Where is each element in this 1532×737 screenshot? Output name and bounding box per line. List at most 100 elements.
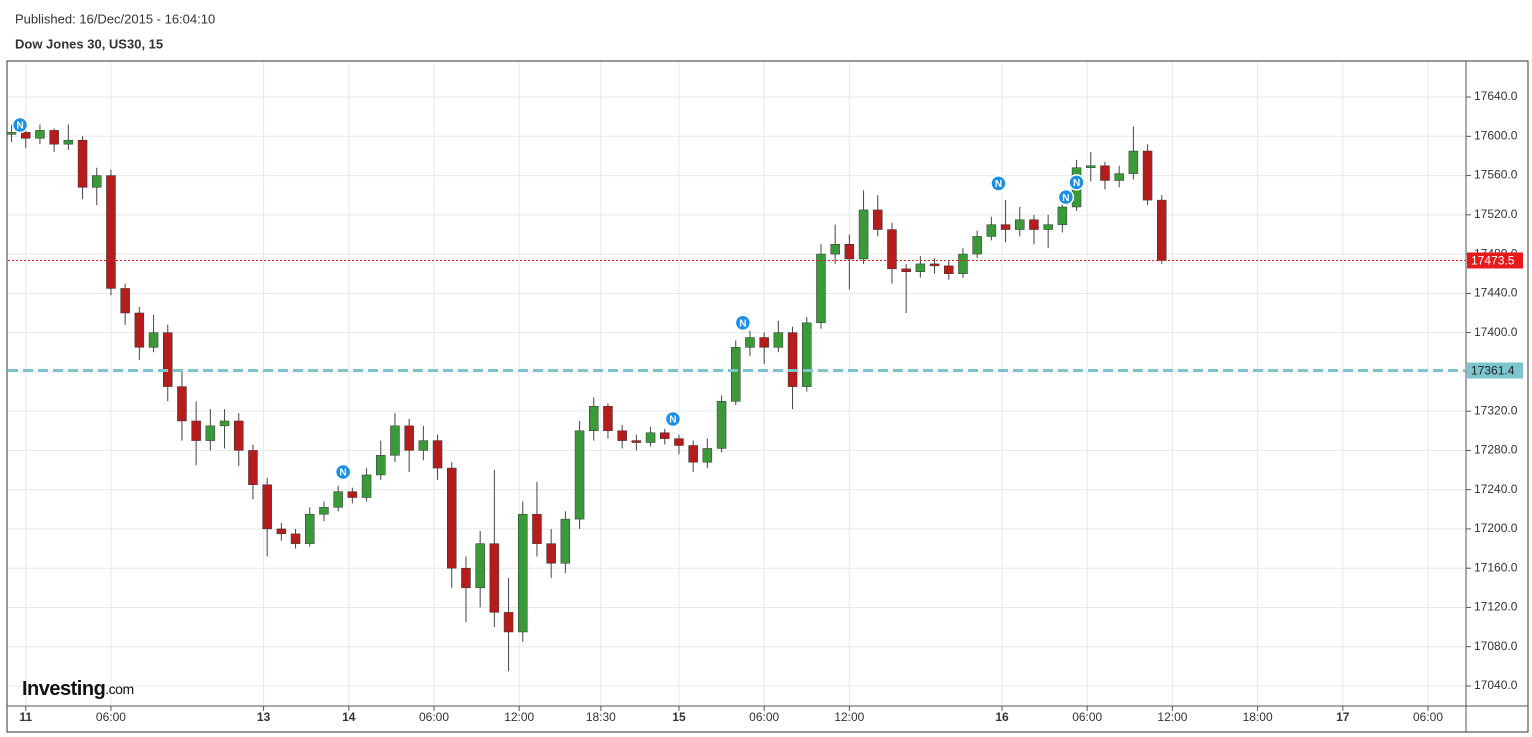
candle-body <box>1142 150 1153 201</box>
news-label: N <box>1062 193 1069 204</box>
x-tick-label: 06:00 <box>419 710 449 724</box>
news-label: N <box>1073 178 1080 189</box>
candle-body <box>191 420 201 441</box>
price-label: 17361.4 <box>1471 364 1515 378</box>
candle-body <box>461 567 471 589</box>
candle-body <box>702 448 713 463</box>
candle-body <box>1128 150 1139 174</box>
candle-body <box>106 175 116 289</box>
candle-body <box>418 440 429 451</box>
price-label-box <box>1467 362 1523 379</box>
y-tick-label: 17040.0 <box>1474 678 1518 692</box>
x-tick-label: 12:00 <box>1157 710 1187 724</box>
candle-body <box>134 312 145 348</box>
news-marker <box>11 116 29 134</box>
news-marker <box>1057 188 1075 206</box>
candle-body <box>1043 224 1053 230</box>
news-label: N <box>669 415 676 426</box>
candle-body <box>6 132 17 135</box>
candle-body <box>1057 206 1068 225</box>
y-tick-label: 17280.0 <box>1474 443 1518 457</box>
candle-body <box>759 337 769 348</box>
candle-body <box>731 347 741 402</box>
news-marker <box>734 314 752 332</box>
candle-body <box>915 263 926 273</box>
candle-body <box>532 513 542 544</box>
y-tick-label: 17640.0 <box>1474 89 1518 103</box>
news-label: N <box>16 121 23 132</box>
candle-body <box>49 130 59 145</box>
x-tick-label: 15 <box>672 710 686 724</box>
candle-body <box>447 467 457 569</box>
y-tick-label: 17440.0 <box>1474 286 1518 300</box>
y-tick-label: 17120.0 <box>1474 600 1518 614</box>
candle-body <box>873 209 883 230</box>
candle-body <box>1157 199 1167 261</box>
candle-body <box>674 438 684 446</box>
candle-body <box>475 543 485 589</box>
x-tick-label: 18:00 <box>1243 710 1273 724</box>
price-label-box <box>1467 252 1523 269</box>
x-tick-label: 17 <box>1336 710 1350 724</box>
news-marker <box>990 175 1007 192</box>
candle-body <box>745 337 755 348</box>
news-marker <box>334 463 352 481</box>
candle-body <box>205 425 216 441</box>
x-tick-label: 18:30 <box>586 710 616 724</box>
candle-body <box>262 484 272 530</box>
candle-body <box>361 474 372 498</box>
candle-body <box>802 322 812 387</box>
candle-body <box>92 175 102 188</box>
candle-body <box>503 612 514 633</box>
candle-body <box>716 401 727 449</box>
x-tick-label: 06:00 <box>749 710 779 724</box>
candle-body <box>617 430 627 441</box>
candle-body <box>645 432 656 443</box>
candle-body <box>489 543 500 613</box>
frame <box>6 60 1529 733</box>
news-label: N <box>340 468 347 479</box>
published: Published: 16/Dec/2015 - 16:04:10 <box>15 11 215 26</box>
candle-body <box>219 420 230 427</box>
candle-body <box>518 513 528 633</box>
logo-suffix: .com <box>105 681 133 697</box>
candle-body <box>163 332 173 387</box>
candle-body <box>830 244 840 255</box>
candle-body <box>958 253 968 274</box>
candle-body <box>305 513 315 544</box>
candle-body <box>177 386 187 422</box>
candle-body <box>787 332 798 387</box>
candle-body <box>887 229 897 270</box>
y-tick-label: 17320.0 <box>1474 403 1518 417</box>
candle-body <box>972 236 982 255</box>
news-label: N <box>995 179 1002 190</box>
candle-body <box>390 425 400 456</box>
candle-body <box>986 224 997 237</box>
x-tick-label: 06:00 <box>1072 710 1102 724</box>
candle-body <box>773 332 784 348</box>
candle-body <box>816 253 826 324</box>
news-label: N <box>739 318 746 329</box>
chart-title: Dow Jones 30, US30, 15 <box>15 36 163 51</box>
price-label: 17473.5 <box>1471 254 1515 268</box>
candle-body <box>560 518 571 564</box>
candle-body <box>276 528 287 535</box>
plot <box>6 124 1167 672</box>
candle-body <box>631 440 642 443</box>
candle-body <box>660 432 670 439</box>
candle-body <box>1114 173 1124 181</box>
x-tick-label: 06:00 <box>1413 710 1443 724</box>
x-tick-label: 06:00 <box>96 710 126 724</box>
candle-body <box>77 139 88 188</box>
candle-body <box>844 244 855 260</box>
x-tick-label: 16 <box>995 710 1009 724</box>
candle-body <box>858 209 869 260</box>
candle-body <box>120 288 130 314</box>
candle-body <box>148 332 159 348</box>
y-tick-label: 17080.0 <box>1474 639 1518 653</box>
y-tick-label: 17400.0 <box>1474 325 1518 339</box>
x-tick-label: 12:00 <box>504 710 534 724</box>
candle-body <box>1100 165 1110 181</box>
